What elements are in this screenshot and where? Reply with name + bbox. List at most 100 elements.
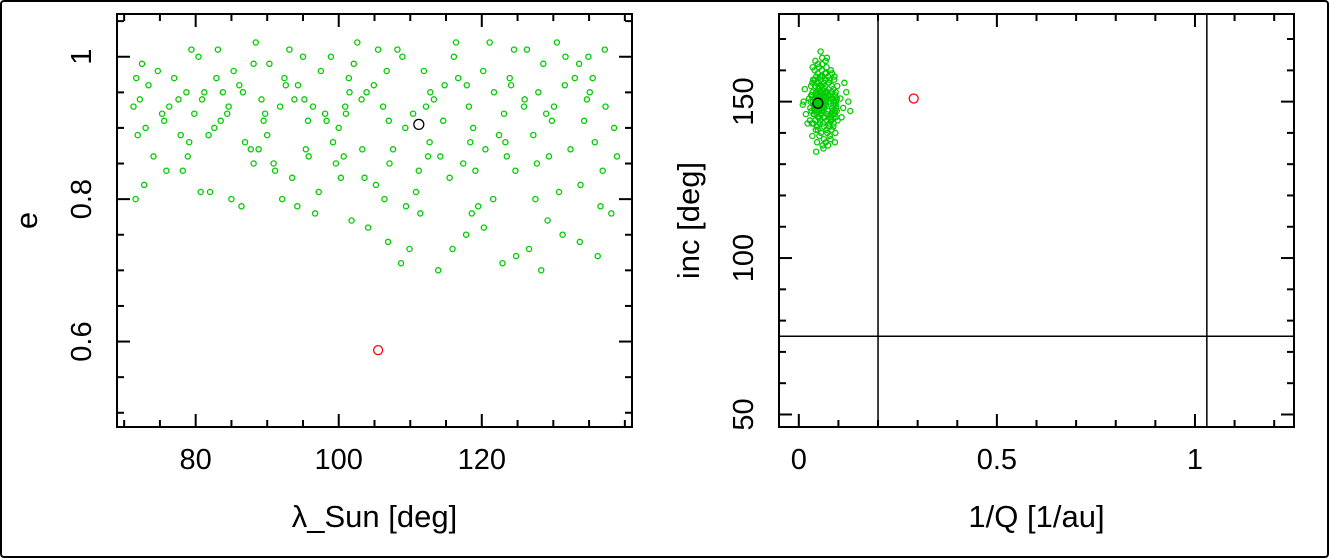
data-point — [321, 110, 329, 117]
data-point — [420, 67, 428, 75]
data-point — [372, 344, 384, 356]
data-point — [424, 153, 432, 160]
data-point — [826, 76, 833, 83]
data-point — [441, 81, 448, 89]
data-point — [521, 96, 528, 103]
data-point — [383, 67, 390, 75]
data-point — [399, 53, 406, 60]
data-point — [843, 88, 850, 96]
data-point — [223, 110, 231, 117]
data-point — [459, 160, 467, 167]
x-tick-label: 100 — [315, 444, 363, 476]
data-point — [589, 74, 596, 82]
data-point — [154, 67, 162, 75]
data-point — [520, 103, 528, 110]
data-point — [817, 76, 824, 83]
data-point — [602, 103, 609, 110]
data-point — [241, 138, 249, 146]
data-point — [250, 160, 257, 167]
data-point — [386, 160, 393, 167]
data-point — [412, 188, 420, 196]
data-point — [811, 107, 819, 115]
data-point — [165, 103, 173, 110]
data-point — [201, 89, 208, 96]
data-point — [510, 46, 518, 53]
data-point — [823, 63, 830, 71]
data-point — [437, 153, 444, 160]
data-point — [490, 89, 498, 96]
data-point — [845, 98, 852, 105]
data-point — [389, 146, 397, 153]
data-point — [183, 89, 190, 96]
data-point — [350, 60, 358, 68]
data-point — [348, 217, 355, 224]
y-tick-label: 100 — [728, 234, 760, 282]
data-point — [585, 53, 592, 60]
data-point — [482, 146, 489, 153]
data-point — [821, 88, 829, 96]
outlier-series — [908, 93, 919, 104]
data-point — [454, 74, 462, 82]
data-point — [219, 89, 227, 96]
data-point — [838, 114, 845, 121]
data-point — [463, 81, 471, 89]
data-point — [467, 138, 474, 146]
data-point — [323, 117, 330, 125]
data-point — [337, 174, 345, 182]
data-point — [239, 89, 247, 96]
data-point — [479, 67, 487, 75]
data-point — [474, 203, 482, 210]
data-point — [812, 148, 820, 155]
data-point — [818, 67, 826, 74]
data-point — [822, 82, 829, 90]
data-point — [415, 167, 423, 174]
data-point — [206, 188, 214, 196]
data-point — [145, 81, 152, 89]
data-point — [358, 96, 365, 103]
data-point — [294, 81, 302, 89]
data-point — [847, 107, 854, 115]
data-point — [150, 153, 157, 160]
data-point — [299, 53, 307, 60]
data-point — [820, 145, 827, 152]
data-point — [828, 104, 836, 112]
data-point — [553, 39, 561, 46]
data-point — [301, 96, 308, 103]
data-point — [530, 131, 537, 139]
data-point — [385, 117, 393, 125]
data-point — [839, 104, 847, 112]
data-point — [255, 146, 262, 153]
data-point — [281, 74, 288, 82]
data-point — [217, 117, 224, 125]
data-point — [507, 81, 515, 89]
data-point — [341, 103, 349, 110]
data-point — [266, 60, 273, 68]
data-point — [413, 118, 425, 131]
data-point — [823, 126, 830, 134]
data-point — [811, 110, 818, 118]
data-point — [818, 60, 826, 68]
data-point — [291, 96, 298, 103]
outlier-series — [372, 344, 384, 356]
data-point — [503, 153, 511, 160]
data-point — [271, 167, 279, 174]
data-point — [599, 167, 606, 174]
data-point — [799, 101, 807, 108]
data-point — [829, 107, 836, 115]
data-point — [205, 131, 212, 139]
data-point — [561, 81, 569, 89]
data-point — [263, 131, 271, 139]
data-point — [258, 96, 265, 103]
data-point — [140, 181, 148, 189]
data-point — [426, 138, 433, 146]
data-point — [826, 92, 834, 99]
data-point — [188, 46, 195, 53]
data-point — [170, 74, 178, 82]
data-point — [807, 104, 814, 112]
data-point — [406, 245, 413, 253]
data-point — [136, 96, 144, 103]
data-point — [346, 89, 353, 96]
data-point — [211, 124, 218, 132]
data-point — [427, 89, 434, 96]
data-point — [294, 203, 301, 210]
